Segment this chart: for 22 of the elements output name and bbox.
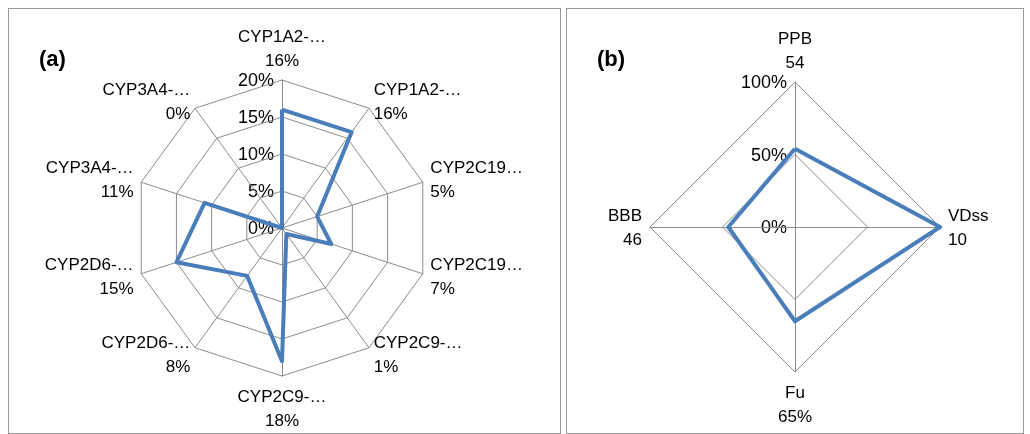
y-tick-label: 15% xyxy=(237,107,274,127)
spoke-label: CYP2C19… 5% xyxy=(430,158,523,202)
spoke-label: VDss 10 xyxy=(948,205,989,249)
spoke-label: CYP2C9-… 18% xyxy=(237,386,327,430)
spoke-label: Fu 65% xyxy=(777,382,813,426)
spoke-label: CYP1A2-… 16% xyxy=(373,80,462,124)
spoke-label: CYP2C9-… 1% xyxy=(373,332,463,376)
y-tick-label: 10% xyxy=(237,144,274,164)
spoke-label: CYP2D6-… 15% xyxy=(44,254,134,298)
spoke-label: BBB 46 xyxy=(607,205,642,249)
text: (b) xyxy=(597,45,626,71)
spoke-label: CYP2C19… 7% xyxy=(430,254,523,298)
y-tick-label: 50% xyxy=(750,144,787,165)
spoke-label: CYP3A4-… 11% xyxy=(45,158,134,202)
y-tick-label: 5% xyxy=(247,181,274,201)
spoke-label: CYP1A2-… 16% xyxy=(238,26,326,70)
y-tick-label: 20% xyxy=(237,70,274,90)
spoke-label: CYP2D6-… 8% xyxy=(101,332,191,376)
spoke-label: PPB 54 xyxy=(777,28,813,72)
spoke-label: CYP3A4-… 0% xyxy=(102,80,191,124)
y-tick-label: 100% xyxy=(740,72,787,92)
text: (a) xyxy=(39,45,66,71)
